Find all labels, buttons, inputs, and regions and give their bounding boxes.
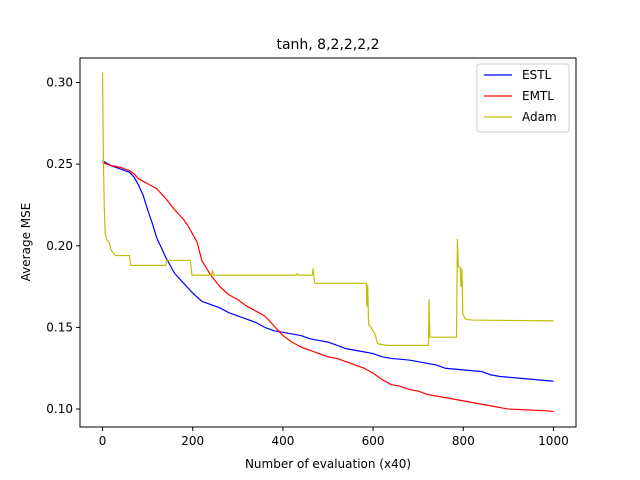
y-tick-label: 0.10 [46, 402, 73, 416]
x-tick-label: 400 [271, 434, 294, 448]
legend-box [476, 63, 570, 133]
legend-label-emtl: EMTL [522, 89, 554, 103]
y-tick-label: 0.30 [46, 75, 73, 89]
y-tick-label: 0.15 [46, 320, 73, 334]
y-axis-label: Average MSE [19, 203, 33, 282]
axes-frame [79, 57, 577, 428]
series-line-emtl [102, 161, 554, 413]
x-tick-label: 1000 [538, 434, 569, 448]
x-axis-ticks: 0 200 400 600 800 1000 [99, 427, 569, 448]
x-tick-label: 200 [181, 434, 204, 448]
x-tick-label: 0 [99, 434, 107, 448]
chart-title: tanh, 8,2,2,2,2 [276, 37, 379, 53]
legend: ESTL EMTL Adam [476, 63, 570, 133]
x-tick-label: 800 [452, 434, 475, 448]
x-axis-label: Number of evaluation (x40) [245, 457, 411, 471]
legend-label-adam: Adam [522, 110, 557, 124]
legend-label-estl: ESTL [522, 68, 552, 82]
legend-entries: ESTL EMTL Adam [484, 68, 557, 124]
series-line-adam [101, 72, 554, 346]
y-axis-ticks: 0.10 0.15 0.20 0.25 0.30 [46, 75, 80, 416]
series-lines [101, 72, 554, 413]
y-tick-label: 0.20 [46, 239, 73, 253]
x-tick-label: 600 [362, 434, 385, 448]
y-tick-label: 0.25 [46, 157, 73, 171]
